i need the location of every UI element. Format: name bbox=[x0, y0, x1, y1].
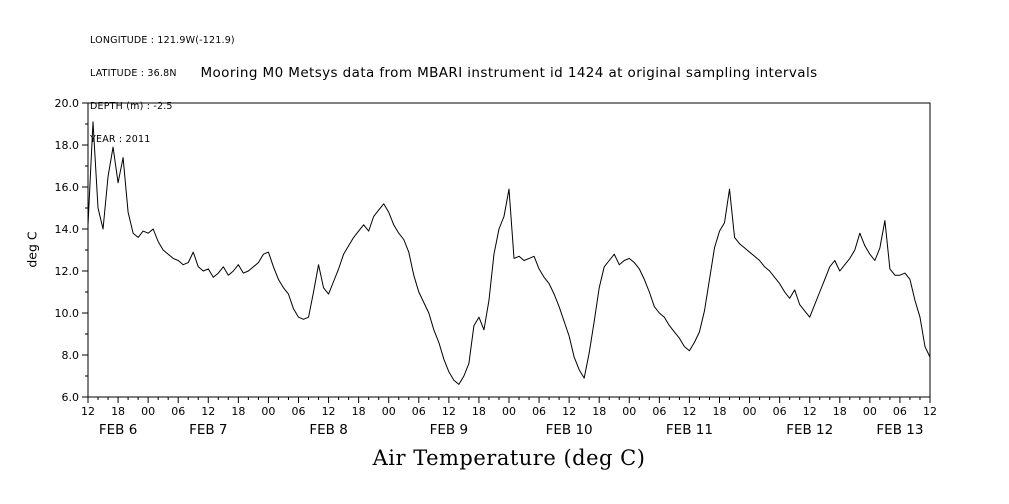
x-tick-label: 00 bbox=[622, 405, 636, 418]
chart-title: Mooring M0 Metsys data from MBARI instru… bbox=[200, 65, 818, 81]
y-tick-label: 12.0 bbox=[55, 265, 80, 278]
x-tick-label: 06 bbox=[532, 405, 546, 418]
y-tick-label: 8.0 bbox=[62, 349, 80, 362]
y-tick-label: 16.0 bbox=[55, 181, 80, 194]
x-tick-label: 06 bbox=[652, 405, 666, 418]
x-tick-label: 18 bbox=[231, 405, 245, 418]
x-tick-label: 18 bbox=[592, 405, 606, 418]
x-tick-label: 12 bbox=[682, 405, 696, 418]
meta-depth: DEPTH (m) : -2.5 bbox=[90, 101, 173, 112]
x-day-label: FEB 12 bbox=[786, 422, 833, 438]
x-tick-label: 06 bbox=[773, 405, 787, 418]
y-tick-label: 14.0 bbox=[55, 223, 80, 236]
x-tick-label: 00 bbox=[141, 405, 155, 418]
x-tick-label: 12 bbox=[81, 405, 95, 418]
x-day-label: FEB 6 bbox=[99, 422, 137, 438]
x-day-label: FEB 8 bbox=[309, 422, 347, 438]
x-tick-label: 12 bbox=[201, 405, 215, 418]
x-day-label: FEB 10 bbox=[546, 422, 593, 438]
x-tick-label: 18 bbox=[833, 405, 847, 418]
x-tick-label: 00 bbox=[863, 405, 877, 418]
x-tick-label: 00 bbox=[261, 405, 275, 418]
station-metadata: LONGITUDE : 121.9W(-121.9) LATITUDE : 36… bbox=[90, 13, 235, 167]
plot-frame bbox=[87, 102, 931, 398]
x-tick-label: 12 bbox=[442, 405, 456, 418]
x-tick-label: 18 bbox=[472, 405, 486, 418]
meta-year: YEAR : 2011 bbox=[90, 134, 151, 145]
x-tick-label: 12 bbox=[322, 405, 336, 418]
x-day-label: FEB 9 bbox=[430, 422, 468, 438]
temperature-line bbox=[87, 121, 931, 385]
x-tick-label: 18 bbox=[352, 405, 366, 418]
x-day-label: FEB 7 bbox=[189, 422, 227, 438]
x-tick-label: 06 bbox=[292, 405, 306, 418]
x-tick-label: 12 bbox=[923, 405, 937, 418]
x-tick-label: 06 bbox=[412, 405, 426, 418]
y-tick-label: 20.0 bbox=[55, 97, 80, 110]
meta-latitude: LATITUDE : 36.8N bbox=[90, 68, 177, 79]
x-day-label: FEB 11 bbox=[666, 422, 713, 438]
x-tick-label: 18 bbox=[111, 405, 125, 418]
x-tick-label: 06 bbox=[893, 405, 907, 418]
y-tick-label: 18.0 bbox=[55, 139, 80, 152]
x-tick-label: 00 bbox=[382, 405, 396, 418]
x-tick-label: 18 bbox=[713, 405, 727, 418]
y-tick-label: 10.0 bbox=[55, 307, 80, 320]
x-tick-label: 06 bbox=[171, 405, 185, 418]
x-tick-label: 12 bbox=[562, 405, 576, 418]
x-tick-label: 00 bbox=[743, 405, 757, 418]
meta-longitude: LONGITUDE : 121.9W(-121.9) bbox=[90, 35, 235, 46]
x-tick-label: 00 bbox=[502, 405, 516, 418]
x-day-label: FEB 13 bbox=[876, 422, 923, 438]
chart-caption: Air Temperature (deg C) bbox=[372, 446, 646, 470]
x-tick-label: 12 bbox=[803, 405, 817, 418]
y-tick-label: 6.0 bbox=[62, 391, 80, 404]
